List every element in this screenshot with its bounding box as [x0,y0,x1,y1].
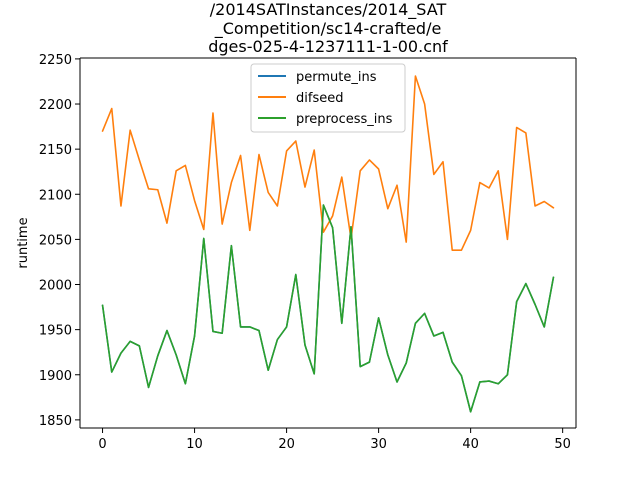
x-tick-label: 0 [98,437,106,452]
y-tick-label: 2000 [39,279,72,294]
x-tick-label: 40 [462,437,479,452]
y-axis-label: runtime [16,217,31,268]
x-tick-label: 20 [278,437,295,452]
chart-title-line-3: dges-025-4-1237111-1-00.cnf [208,37,448,56]
y-tick-label: 2050 [39,233,72,248]
chart-title-line-2: _Competition/sc14-crafted/e [214,19,442,39]
y-tick-label: 1950 [39,324,72,339]
y-tick-label: 2250 [39,53,72,68]
y-tick-label: 1900 [39,369,72,384]
plot-frame [79,57,577,429]
legend-box [250,63,406,133]
series-layer [101,75,555,413]
legend-label-permute-ins: permute_ins [296,70,377,85]
legend: permute_ins difseed preprocess_ins [250,63,406,133]
legend-label-difseed: difseed [296,91,343,106]
series-line-preprocess-ins [101,204,555,413]
series-line-difseed [101,75,555,252]
y-tick-label: 2150 [39,143,72,158]
legend-label-preprocess-ins: preprocess_ins [296,112,393,127]
x-tick-label: 30 [370,437,387,452]
y-tick-label: 2100 [39,188,72,203]
y-tick-label: 2200 [39,98,72,113]
chart-title-line-1: /2014SATInstances/2014_SAT [210,0,447,20]
y-axis-ticks: 1850 1900 1950 2000 2050 2100 2150 2200 2250 [39,53,80,429]
x-tick-label: 50 [554,437,571,452]
x-tick-label: 10 [186,437,203,452]
y-tick-label: 1850 [39,414,72,429]
x-axis-ticks: 0 10 20 30 40 50 [98,428,571,452]
chart-title: /2014SATInstances/2014_SAT _Competition/… [208,0,448,56]
